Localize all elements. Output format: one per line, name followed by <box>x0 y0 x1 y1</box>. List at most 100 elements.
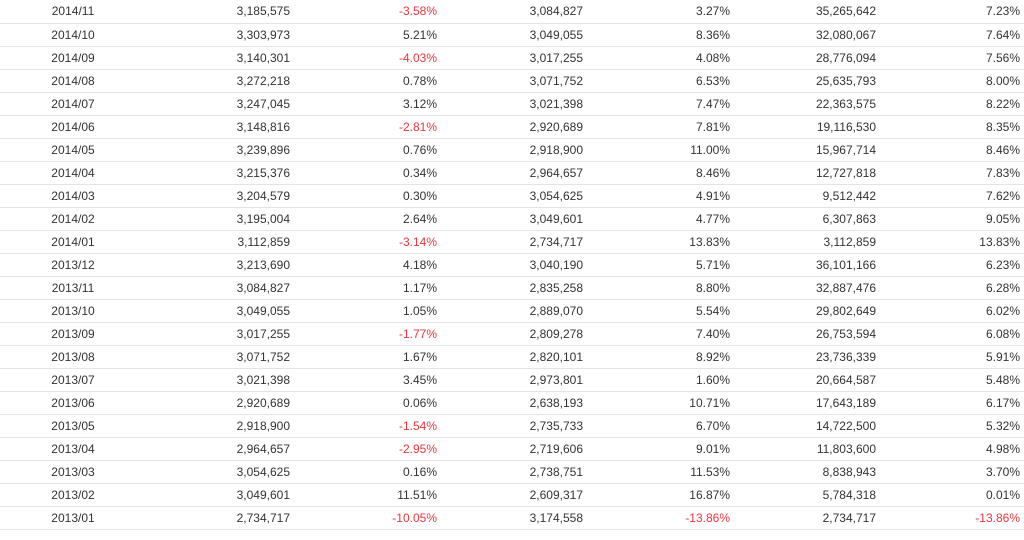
cumulative-cell: 22,363,575 <box>730 92 876 116</box>
value-cell: 2,964,657 <box>146 437 290 461</box>
month-cell: 2014/07 <box>0 92 146 116</box>
cumulative-change-cell: 6.17% <box>876 391 1024 415</box>
prev-value-cell: 2,918,900 <box>437 138 583 162</box>
value-cell: 2,918,900 <box>146 414 290 438</box>
value-cell: 3,049,601 <box>146 483 290 507</box>
change-cell: -2.95% <box>290 437 437 461</box>
value-cell: 3,084,827 <box>146 276 290 300</box>
prev-value-cell: 2,735,733 <box>437 414 583 438</box>
cumulative-change-cell: 13.83% <box>876 230 1024 254</box>
cumulative-change-cell: 5.48% <box>876 368 1024 392</box>
cumulative-cell: 35,265,642 <box>730 0 876 24</box>
table-row: 2014/05 3,239,896 0.76% 2,918,900 11.00% 15,9… <box>0 138 1024 162</box>
prev-value-cell: 2,889,070 <box>437 299 583 323</box>
value-cell: 3,049,055 <box>146 299 290 323</box>
value-cell: 3,112,859 <box>146 230 290 254</box>
month-cell: 2013/06 <box>0 391 146 415</box>
value-cell: 3,148,816 <box>146 115 290 139</box>
yoy-change-cell: 13.83% <box>583 230 730 254</box>
yoy-change-cell: 8.92% <box>583 345 730 369</box>
month-cell: 2013/04 <box>0 437 146 461</box>
cumulative-cell: 36,101,166 <box>730 253 876 277</box>
yoy-change-cell: 8.36% <box>583 23 730 47</box>
cumulative-change-cell: 0.01% <box>876 483 1024 507</box>
month-cell: 2013/11 <box>0 276 146 300</box>
month-cell: 2013/02 <box>0 483 146 507</box>
cumulative-change-cell: 7.83% <box>876 161 1024 185</box>
value-cell: 2,734,717 <box>146 506 290 530</box>
month-cell: 2014/04 <box>0 161 146 185</box>
table-row: 2014/02 3,195,004 2.64% 3,049,601 4.77% 6,307… <box>0 207 1024 231</box>
prev-value-cell: 2,835,258 <box>437 276 583 300</box>
cumulative-cell: 20,664,587 <box>730 368 876 392</box>
cumulative-change-cell: -13.86% <box>876 506 1024 530</box>
value-cell: 3,140,301 <box>146 46 290 70</box>
table-row: 2014/01 3,112,859 -3.14% 2,734,717 13.83% 3,1… <box>0 230 1024 254</box>
cumulative-cell: 23,736,339 <box>730 345 876 369</box>
change-cell: -1.54% <box>290 414 437 438</box>
cumulative-cell: 2,734,717 <box>730 506 876 530</box>
yoy-change-cell: 16.87% <box>583 483 730 507</box>
table-row: 2014/06 3,148,816 -2.81% 2,920,689 7.81% 19,1… <box>0 115 1024 139</box>
cumulative-change-cell: 6.08% <box>876 322 1024 346</box>
yoy-change-cell: 8.80% <box>583 276 730 300</box>
prev-value-cell: 3,054,625 <box>437 184 583 208</box>
change-cell: 0.16% <box>290 460 437 484</box>
yoy-change-cell: 7.40% <box>583 322 730 346</box>
table-row: 2013/09 3,017,255 -1.77% 2,809,278 7.40% 26,7… <box>0 322 1024 346</box>
value-cell: 3,185,575 <box>146 0 290 24</box>
month-cell: 2014/01 <box>0 230 146 254</box>
table-row: 2014/09 3,140,301 -4.03% 3,017,255 4.08% 28,7… <box>0 46 1024 70</box>
table-row: 2013/03 3,054,625 0.16% 2,738,751 11.53% 8,83… <box>0 460 1024 484</box>
table-row: 2013/04 2,964,657 -2.95% 2,719,606 9.01% 11,8… <box>0 437 1024 461</box>
cumulative-cell: 19,116,530 <box>730 115 876 139</box>
cumulative-cell: 9,512,442 <box>730 184 876 208</box>
month-cell: 2013/01 <box>0 506 146 530</box>
change-cell: 2.64% <box>290 207 437 231</box>
yoy-change-cell: 11.53% <box>583 460 730 484</box>
yoy-change-cell: 9.01% <box>583 437 730 461</box>
month-cell: 2014/05 <box>0 138 146 162</box>
cumulative-change-cell: 8.00% <box>876 69 1024 93</box>
cumulative-change-cell: 6.02% <box>876 299 1024 323</box>
table-row: 2013/10 3,049,055 1.05% 2,889,070 5.54% 29,80… <box>0 299 1024 323</box>
change-cell: 1.17% <box>290 276 437 300</box>
change-cell: -2.81% <box>290 115 437 139</box>
yoy-change-cell: 10.71% <box>583 391 730 415</box>
table-row: 2014/11 3,185,575 -3.58% 3,084,827 3.27% 35,2… <box>0 0 1024 24</box>
prev-value-cell: 3,040,190 <box>437 253 583 277</box>
cumulative-change-cell: 5.91% <box>876 345 1024 369</box>
month-cell: 2013/07 <box>0 368 146 392</box>
value-cell: 3,071,752 <box>146 345 290 369</box>
change-cell: 0.34% <box>290 161 437 185</box>
cumulative-change-cell: 5.32% <box>876 414 1024 438</box>
change-cell: 3.45% <box>290 368 437 392</box>
prev-value-cell: 2,638,193 <box>437 391 583 415</box>
value-cell: 3,215,376 <box>146 161 290 185</box>
month-cell: 2014/11 <box>0 0 146 24</box>
yoy-change-cell: 11.00% <box>583 138 730 162</box>
table-row: 2014/10 3,303,973 5.21% 3,049,055 8.36% 32,08… <box>0 23 1024 47</box>
value-cell: 3,247,045 <box>146 92 290 116</box>
prev-value-cell: 3,049,055 <box>437 23 583 47</box>
month-cell: 2013/10 <box>0 299 146 323</box>
yoy-change-cell: 6.70% <box>583 414 730 438</box>
table-row: 2013/02 3,049,601 11.51% 2,609,317 16.87% 5,7… <box>0 483 1024 507</box>
cumulative-change-cell: 7.64% <box>876 23 1024 47</box>
value-cell: 3,021,398 <box>146 368 290 392</box>
yoy-change-cell: 6.53% <box>583 69 730 93</box>
prev-value-cell: 2,964,657 <box>437 161 583 185</box>
change-cell: 11.51% <box>290 483 437 507</box>
cumulative-cell: 32,887,476 <box>730 276 876 300</box>
prev-value-cell: 3,071,752 <box>437 69 583 93</box>
prev-value-cell: 2,609,317 <box>437 483 583 507</box>
cumulative-cell: 11,803,600 <box>730 437 876 461</box>
change-cell: -10.05% <box>290 506 437 530</box>
value-cell: 3,195,004 <box>146 207 290 231</box>
yoy-change-cell: 4.91% <box>583 184 730 208</box>
value-cell: 3,239,896 <box>146 138 290 162</box>
table-row: 2013/08 3,071,752 1.67% 2,820,101 8.92% 23,73… <box>0 345 1024 369</box>
change-cell: 4.18% <box>290 253 437 277</box>
change-cell: 0.06% <box>290 391 437 415</box>
